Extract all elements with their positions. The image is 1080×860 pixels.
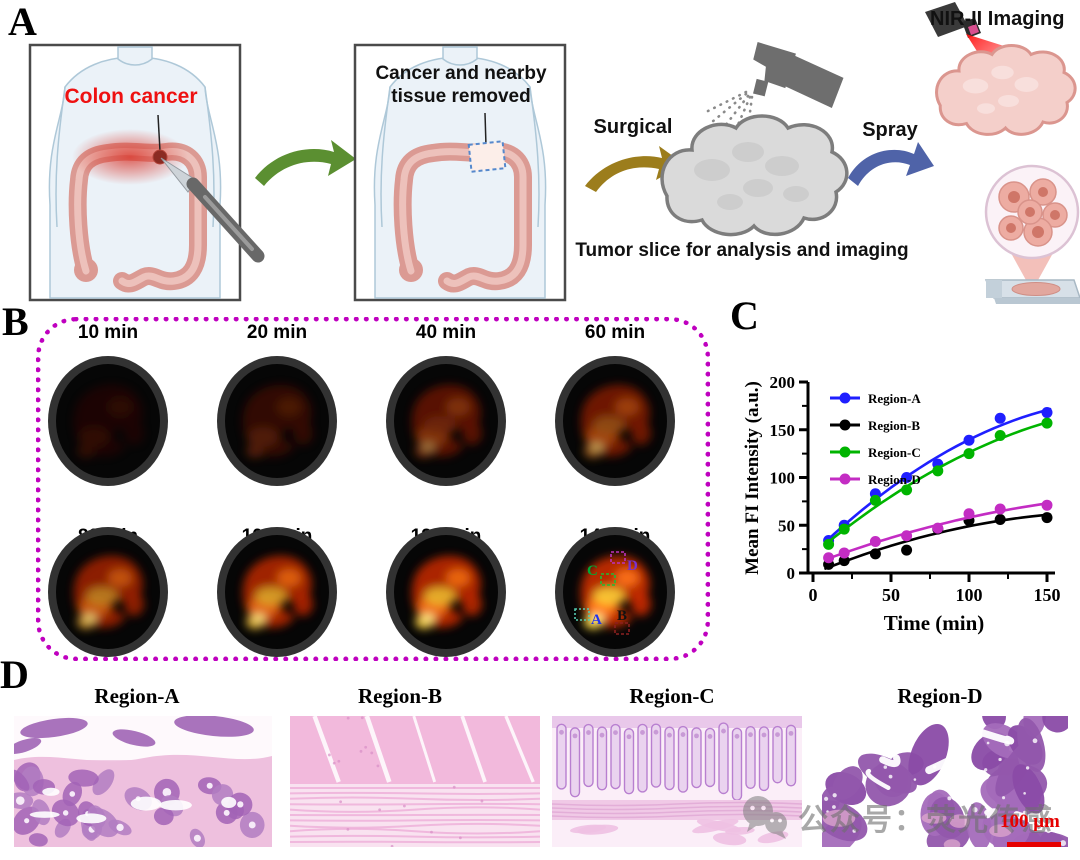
tumor-slice-caption: Tumor slice for analysis and imaging xyxy=(575,240,909,261)
fluorescence-image-10min xyxy=(48,356,168,486)
chart-legend: Region-A Region-B Region-C Region-D xyxy=(830,391,921,487)
svg-text:A: A xyxy=(591,612,602,628)
surgical-arrow-icon xyxy=(585,146,684,192)
watermark-text: 公众号：荧光传感 xyxy=(798,804,1054,837)
series-region-d xyxy=(823,499,1053,564)
region-a-title: Region-A xyxy=(94,684,180,708)
svg-text:Region-C: Region-C xyxy=(868,445,921,460)
removed-label: Cancer and nearby tissue removed xyxy=(372,62,550,108)
svg-text:50: 50 xyxy=(778,516,795,535)
fluorescence-image-140min: A B C D xyxy=(555,527,675,657)
roi-overlay: A B C D xyxy=(574,551,638,635)
y-axis-title: Mean FI Intensity (a.u.) xyxy=(742,381,763,575)
tumor-glow xyxy=(72,129,188,185)
histology-image-region-d xyxy=(813,699,1077,860)
spray-arrow-icon xyxy=(848,142,934,186)
region-d-title: Region-D xyxy=(897,684,983,708)
fi-intensity-chart: 0 50 100 150 200 0 50 100 150 Mean FI Intensity (… xyxy=(742,373,1061,635)
svg-text:150: 150 xyxy=(1034,585,1061,605)
svg-text:200: 200 xyxy=(770,373,796,392)
gray-tumor-illustration xyxy=(660,114,849,237)
cell-magnifier-illustration xyxy=(984,164,1080,304)
removed-label-line1: Cancer and nearby xyxy=(375,63,547,84)
fluorescence-image-120min xyxy=(386,527,506,657)
region-b-title: Region-B xyxy=(358,684,442,708)
svg-text:0: 0 xyxy=(787,564,796,583)
scale-bar-label: 100 μm xyxy=(1000,811,1060,832)
surgical-label: Surgical xyxy=(593,116,673,138)
histology-texture xyxy=(289,715,541,848)
svg-text:D: D xyxy=(627,558,638,574)
panel-b-label: B xyxy=(2,299,29,344)
panel-a-label: A xyxy=(8,0,37,44)
panel-a-illustration xyxy=(28,2,1080,318)
svg-text:C: C xyxy=(587,563,598,579)
x-axis-title: Time (min) xyxy=(884,611,985,635)
svg-text:0: 0 xyxy=(809,585,818,605)
time-label-20min: 20 min xyxy=(246,322,308,343)
svg-text:B: B xyxy=(617,608,627,624)
region-c-title: Region-C xyxy=(629,684,715,708)
panel-c-label: C xyxy=(730,293,759,338)
svg-text:50: 50 xyxy=(882,585,900,605)
microscope-slide-icon xyxy=(984,279,1080,304)
fluorescence-image-100min xyxy=(217,527,337,657)
fluorescence-image-60min xyxy=(555,356,675,486)
histology-texture xyxy=(551,716,803,847)
tissue-removed-panel xyxy=(353,45,567,300)
svg-text:Region-A: Region-A xyxy=(868,391,921,406)
fluorescence-image-40min xyxy=(386,356,506,486)
scalpel-icon xyxy=(160,157,265,263)
histology-texture xyxy=(813,699,1077,860)
legend-item-region-d: Region-D xyxy=(830,472,921,487)
series-region-c xyxy=(823,417,1053,550)
legend-item-region-a: Region-A xyxy=(830,391,921,406)
time-label-40min: 40 min xyxy=(415,322,477,343)
time-label-10min: 10 min xyxy=(77,322,139,343)
histology-image-region-b xyxy=(289,715,541,848)
histology-image-region-a xyxy=(6,715,272,848)
svg-text:150: 150 xyxy=(770,421,796,440)
fluorescence-image-80min xyxy=(48,527,168,657)
green-arrow-icon xyxy=(255,140,356,186)
removed-label-line2: tissue removed xyxy=(391,86,531,107)
svg-text:Region-D: Region-D xyxy=(868,472,921,487)
colon-cancer-panel xyxy=(28,45,265,300)
wechat-icon xyxy=(743,796,787,839)
spray-label: Spray xyxy=(862,119,918,141)
legend-item-region-c: Region-C xyxy=(830,445,921,460)
removed-patch xyxy=(467,140,507,173)
pink-tumor-illustration xyxy=(935,44,1077,136)
panel-b-border xyxy=(36,317,710,661)
time-label-60min: 60 min xyxy=(584,322,646,343)
histology-texture xyxy=(6,715,272,848)
fluorescence-image-20min xyxy=(217,356,337,486)
chart-axes: 0 50 100 150 200 0 50 100 150 xyxy=(770,373,1061,605)
legend-item-region-b: Region-B xyxy=(830,418,920,433)
histology-image-region-c xyxy=(551,716,803,847)
svg-text:Region-B: Region-B xyxy=(868,418,920,433)
svg-text:100: 100 xyxy=(956,585,983,605)
colon-cancer-label: Colon cancer xyxy=(64,85,198,108)
svg-text:100: 100 xyxy=(770,469,796,488)
scale-bar xyxy=(1007,842,1061,847)
panel-d-label: D xyxy=(0,652,29,697)
nir-imaging-label: NIR-II Imaging xyxy=(930,8,1065,30)
